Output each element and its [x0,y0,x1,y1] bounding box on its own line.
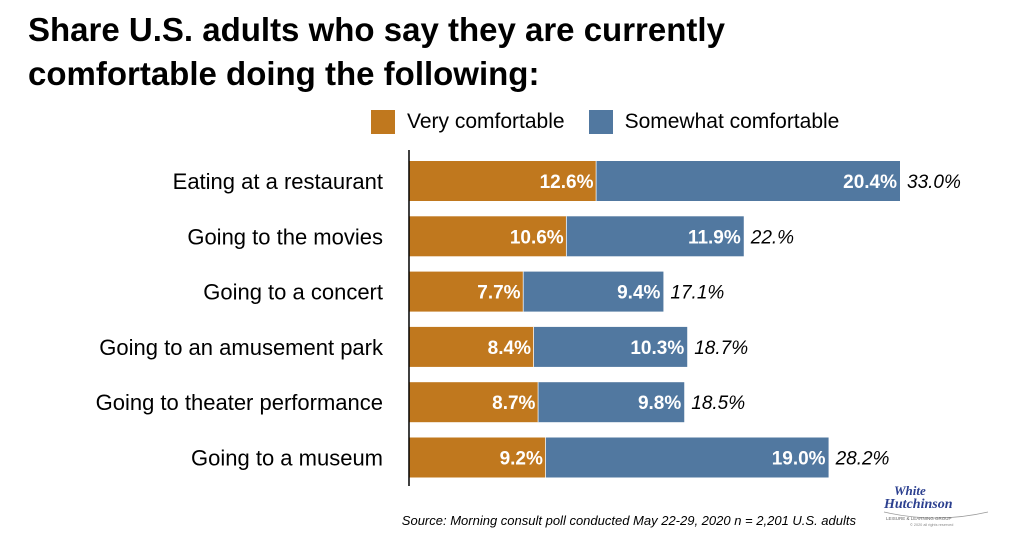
total-label: 18.7% [694,338,748,359]
chart-title-line-2: comfortable doing the following: [28,55,540,92]
bar-somewhat-comfortable [523,271,664,312]
total-label: 18.5% [691,393,745,414]
bar-very-comfortable [409,437,546,478]
data-label-somewhat-comfortable: 19.0% [772,449,826,470]
category-label: Going to theater performance [96,390,383,415]
data-label-somewhat-comfortable: 20.4% [843,172,897,193]
data-label-very-comfortable: 10.6% [510,227,564,248]
legend-item-somewhat-comfortable: Somewhat comfortable [588,110,840,134]
legend-swatch-somewhat-comfortable [588,110,613,134]
category-label: Going to the movies [187,224,383,249]
data-label-very-comfortable: 8.4% [488,338,531,359]
chart-legend: Very comfortable Somewhat comfortable [371,106,863,138]
legend-label-somewhat-comfortable: Somewhat comfortable [624,110,840,133]
logo-tagline: LEISURE & LEARNING GROUP [886,516,952,521]
legend-label-very-comfortable: Very comfortable [407,110,565,133]
data-label-somewhat-comfortable: 9.8% [638,393,681,414]
logo-line-1: White [894,483,926,498]
bar-very-comfortable [409,161,597,201]
bar-somewhat-comfortable [566,216,744,257]
source-note: Source: Morning consult poll conducted M… [401,513,856,528]
data-label-somewhat-comfortable: 9.4% [617,283,660,304]
bar-somewhat-comfortable [538,382,685,423]
bar-somewhat-comfortable [596,161,900,201]
bar-somewhat-comfortable [533,326,688,367]
bar-somewhat-comfortable [545,437,829,478]
data-label-very-comfortable: 12.6% [540,172,594,193]
bar-very-comfortable [409,382,539,423]
data-label-somewhat-comfortable: 11.9% [688,227,741,248]
category-label: Going to a museum [191,446,383,471]
logo-copyright: © 2020 all rights reserved [910,523,953,527]
chart-title-line-1: Share U.S. adults who say they are curre… [28,11,725,48]
bar-very-comfortable [409,326,534,367]
total-label: 28.2% [835,449,890,470]
legend-item-very-comfortable: Very comfortable [371,110,565,134]
logo-line-2: Hutchinson [883,497,953,512]
category-label: Eating at a restaurant [173,169,383,194]
total-label: 22.% [750,227,794,248]
data-label-somewhat-comfortable: 10.3% [630,338,684,359]
data-label-very-comfortable: 8.7% [492,393,535,414]
bar-very-comfortable [409,216,567,257]
data-label-very-comfortable: 7.7% [477,283,520,304]
total-label: 33.0% [907,172,961,193]
white-hutchinson-logo: White Hutchinson LEISURE & LEARNING GROU… [883,483,989,527]
data-label-very-comfortable: 9.2% [500,449,543,470]
legend-swatch-very-comfortable [371,110,395,134]
category-label: Going to a concert [203,280,383,305]
category-label: Going to an amusement park [99,335,384,360]
total-label: 17.1% [670,283,724,304]
logo-swoosh [883,511,989,519]
chart-title: Share U.S. adults who say they are curre… [28,8,888,96]
bar-very-comfortable [409,271,524,312]
